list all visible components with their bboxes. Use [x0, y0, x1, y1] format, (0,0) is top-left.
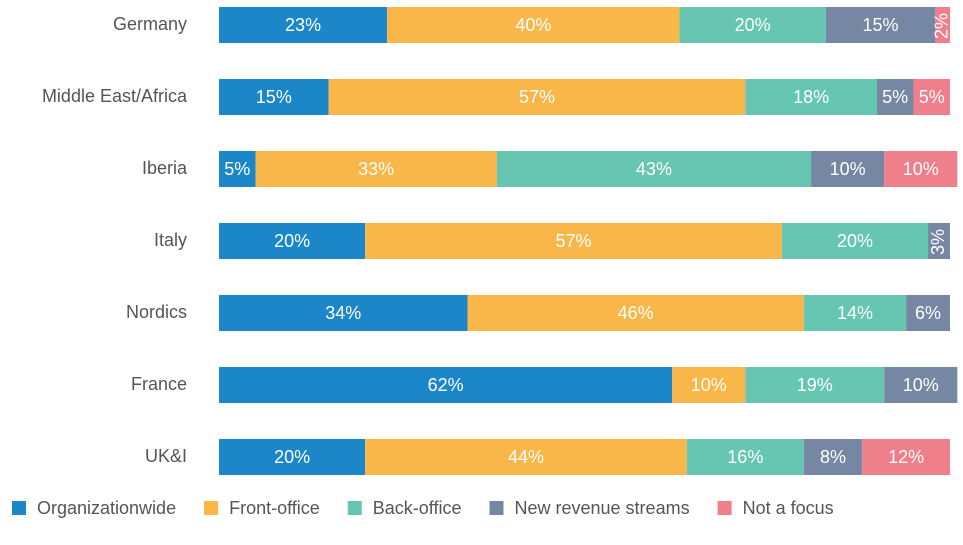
- data-label: 57%: [556, 231, 592, 251]
- data-label: 20%: [274, 447, 310, 467]
- data-label: 5%: [882, 87, 908, 107]
- legend-swatch: [12, 501, 26, 515]
- bar-segment: [387, 7, 680, 43]
- bar-segment: [781, 223, 929, 259]
- bar-segment: [219, 295, 468, 331]
- bar-segment: [884, 151, 958, 187]
- bar-segment: [825, 7, 936, 43]
- bar-segment: [906, 295, 950, 331]
- legend-swatch: [489, 501, 504, 515]
- data-label: 43%: [636, 159, 672, 179]
- data-label: 20%: [735, 15, 771, 35]
- data-label: 12%: [888, 447, 924, 467]
- category-label: Iberia: [142, 158, 188, 178]
- data-label: 16%: [727, 447, 763, 467]
- data-label: 5%: [919, 87, 945, 107]
- data-label: 2%: [931, 13, 951, 39]
- data-label: 20%: [274, 231, 310, 251]
- data-label: 40%: [515, 15, 551, 35]
- category-label: Italy: [154, 230, 187, 250]
- bar-segment: [811, 151, 885, 187]
- data-label: 15%: [256, 87, 292, 107]
- bar-segment: [365, 223, 782, 259]
- bar-segment: [672, 367, 746, 403]
- data-label: 23%: [285, 15, 321, 35]
- bar-segment: [219, 79, 329, 115]
- data-label: 33%: [358, 159, 394, 179]
- bar-segment: [935, 7, 950, 43]
- bar-segment: [745, 79, 877, 115]
- data-label: 34%: [325, 303, 361, 323]
- data-label: 18%: [793, 87, 829, 107]
- data-label: 14%: [837, 303, 873, 323]
- legend-label: Organizationwide: [37, 498, 176, 518]
- legend-swatch: [347, 501, 362, 515]
- legend-swatch: [204, 501, 219, 515]
- bar-segment: [876, 79, 914, 115]
- bar-segment: [219, 151, 256, 187]
- bar-segment: [803, 295, 907, 331]
- category-label: UK&I: [145, 446, 187, 466]
- bar-segment: [862, 439, 950, 475]
- data-label: 10%: [903, 375, 939, 395]
- data-label: 8%: [820, 447, 846, 467]
- legend-label: Back-office: [373, 498, 462, 518]
- data-label: 44%: [508, 447, 544, 467]
- data-label: 15%: [863, 15, 899, 35]
- legend-label: New revenue streams: [515, 498, 690, 518]
- bar-segment: [913, 79, 950, 115]
- bar-segment: [219, 439, 366, 475]
- data-label: 10%: [830, 159, 866, 179]
- category-label: France: [131, 374, 187, 394]
- bar-segment: [219, 7, 388, 43]
- category-label: Germany: [113, 14, 187, 34]
- data-label: 5%: [224, 159, 250, 179]
- bar-segment: [496, 151, 812, 187]
- legend-label: Front-office: [229, 498, 320, 518]
- data-label: 20%: [837, 231, 873, 251]
- bar-segment: [467, 295, 804, 331]
- data-label: 6%: [915, 303, 941, 323]
- bar-segment: [803, 439, 863, 475]
- bar-segment: [686, 439, 804, 475]
- data-label: 57%: [519, 87, 555, 107]
- bar-segment: [679, 7, 826, 43]
- category-label: Nordics: [126, 302, 187, 322]
- data-label: 62%: [428, 375, 464, 395]
- bar-segment: [219, 367, 673, 403]
- bar-segment: [365, 439, 687, 475]
- data-label: 3%: [928, 229, 948, 255]
- bar-segment: [255, 151, 497, 187]
- bar-segment: [745, 367, 885, 403]
- legend-swatch: [717, 501, 732, 515]
- data-label: 10%: [691, 375, 727, 395]
- bar-segment: [884, 367, 958, 403]
- legend-label: Not a focus: [743, 498, 834, 518]
- bar-segment: [219, 223, 366, 259]
- bar-segment: [928, 223, 950, 259]
- data-label: 10%: [903, 159, 939, 179]
- data-label: 19%: [797, 375, 833, 395]
- data-label: 46%: [618, 303, 654, 323]
- bar-segment: [328, 79, 746, 115]
- category-label: Middle East/Africa: [42, 86, 188, 106]
